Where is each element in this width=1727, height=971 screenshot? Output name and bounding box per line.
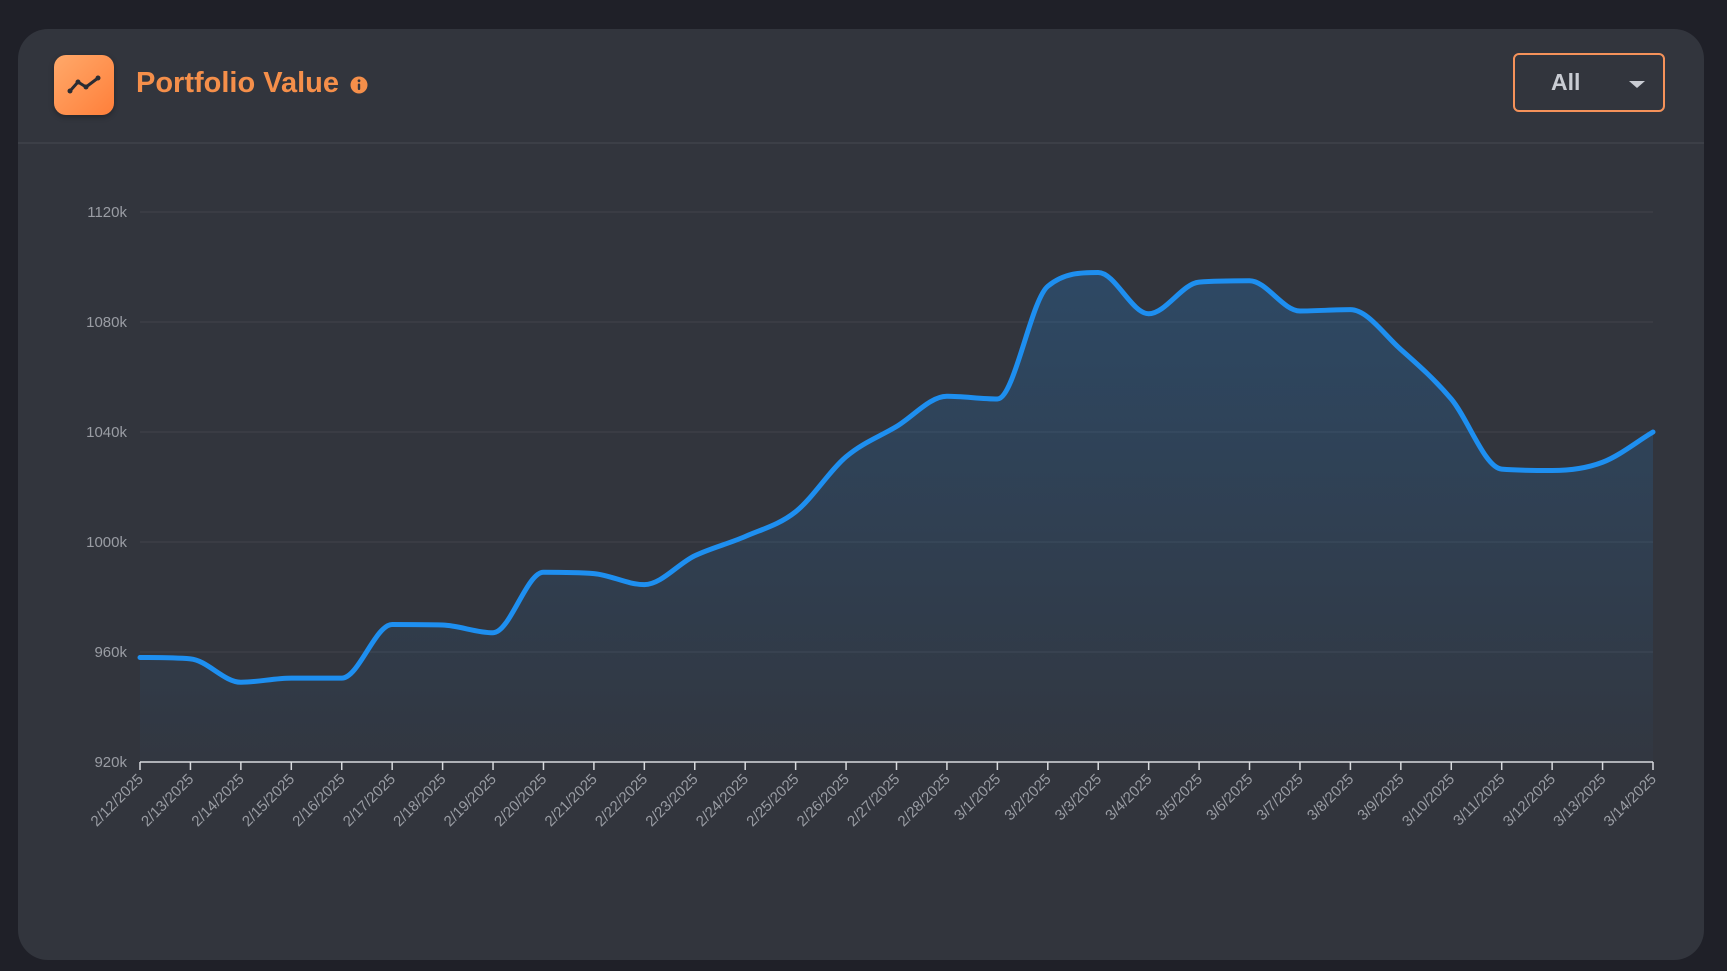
x-tick-label: 3/3/2025	[1052, 771, 1105, 824]
data-point[interactable]	[1343, 303, 1357, 317]
x-tick-label: 3/14/2025	[1601, 771, 1660, 830]
y-tick-label: 1120k	[87, 204, 127, 221]
data-point[interactable]	[183, 652, 197, 666]
chart-area-fill	[140, 272, 1653, 762]
data-point[interactable]	[1394, 343, 1408, 357]
data-point[interactable]	[436, 618, 450, 632]
page-title: Portfolio Value	[136, 67, 340, 99]
data-point[interactable]	[940, 389, 954, 403]
data-point[interactable]	[637, 578, 651, 592]
data-point[interactable]	[536, 565, 550, 579]
data-point[interactable]	[1646, 425, 1660, 439]
x-tick-label: 3/6/2025	[1203, 771, 1256, 824]
x-tick-label: 3/2/2025	[1001, 771, 1054, 824]
time-range-selected-value: All	[1551, 69, 1581, 95]
data-point[interactable]	[1243, 274, 1257, 288]
x-tick-label: 2/14/2025	[188, 771, 247, 830]
data-point[interactable]	[789, 505, 803, 519]
x-tick-label: 2/16/2025	[289, 771, 348, 830]
y-tick-label: 920k	[94, 754, 127, 771]
y-tick-label: 1000k	[86, 534, 127, 551]
x-tick-label: 3/12/2025	[1500, 771, 1559, 830]
data-point[interactable]	[234, 675, 248, 689]
series-line	[137, 270, 1656, 685]
y-axis: 920k 960k 1000k 1040k 1080k 1120k	[86, 204, 127, 771]
data-point[interactable]	[133, 651, 147, 665]
data-point[interactable]	[1545, 464, 1559, 478]
x-tick-label: 2/17/2025	[340, 771, 399, 830]
x-tick-label: 3/5/2025	[1153, 771, 1206, 824]
chevron-down-icon	[1629, 81, 1645, 88]
data-point[interactable]	[1091, 266, 1105, 280]
x-tick-label: 2/19/2025	[441, 771, 500, 830]
data-point[interactable]	[839, 450, 853, 464]
x-tick-label: 3/10/2025	[1399, 771, 1458, 830]
x-tick-label: 2/18/2025	[390, 771, 449, 830]
y-tick-label: 1040k	[86, 424, 127, 441]
info-icon[interactable]	[350, 76, 368, 94]
x-tick-label: 3/13/2025	[1550, 771, 1609, 830]
x-tick-label: 2/13/2025	[138, 771, 197, 830]
portfolio-value-card: Portfolio Value All 2/12/2025 2/13/2025 2/…	[18, 29, 1704, 960]
trending-line-icon	[54, 55, 114, 115]
x-tick-label: 2/20/2025	[491, 771, 550, 830]
y-tick-label: 960k	[94, 644, 127, 661]
card-header: Portfolio Value All	[18, 29, 1704, 144]
x-tick-label: 3/11/2025	[1450, 771, 1508, 829]
data-point[interactable]	[738, 530, 752, 544]
x-tick-label: 2/27/2025	[844, 771, 903, 830]
x-tick-label: 2/22/2025	[592, 771, 651, 830]
x-tick-label: 3/7/2025	[1253, 771, 1306, 824]
chart-series-line	[133, 266, 1660, 689]
x-tick-label: 3/8/2025	[1304, 771, 1357, 824]
x-tick-label: 2/21/2025	[542, 771, 601, 830]
time-range-select[interactable]: All	[1513, 53, 1665, 112]
y-tick-label: 1080k	[86, 314, 127, 331]
data-point[interactable]	[1596, 455, 1610, 469]
data-point[interactable]	[385, 618, 399, 632]
data-point[interactable]	[1192, 275, 1206, 289]
portfolio-value-chart: 2/12/20252/13/20252/14/20252/15/20252/16…	[86, 204, 1660, 830]
data-point[interactable]	[486, 626, 500, 640]
data-point[interactable]	[1444, 392, 1458, 406]
data-point[interactable]	[1041, 279, 1055, 293]
x-axis: 2/12/20252/13/20252/14/20252/15/20252/16…	[88, 761, 1660, 830]
x-tick-label: 2/25/2025	[743, 771, 802, 830]
x-tick-label: 3/4/2025	[1102, 771, 1155, 824]
x-tick-label: 3/1/2025	[951, 771, 1004, 824]
data-point[interactable]	[990, 392, 1004, 406]
data-point[interactable]	[1142, 307, 1156, 321]
data-point[interactable]	[1495, 462, 1509, 476]
data-point[interactable]	[688, 549, 702, 563]
x-tick-label: 2/23/2025	[642, 771, 701, 830]
data-point[interactable]	[284, 671, 298, 685]
data-point[interactable]	[1293, 304, 1307, 318]
x-tick-label: 2/26/2025	[794, 771, 853, 830]
data-point[interactable]	[587, 567, 601, 581]
x-tick-label: 2/28/2025	[895, 771, 954, 830]
x-tick-label: 2/12/2025	[88, 771, 147, 830]
data-point[interactable]	[890, 420, 904, 434]
x-tick-label: 2/15/2025	[239, 771, 298, 830]
data-point[interactable]	[335, 671, 349, 685]
series-area	[140, 272, 1653, 762]
x-tick-label: 2/24/2025	[693, 771, 752, 830]
